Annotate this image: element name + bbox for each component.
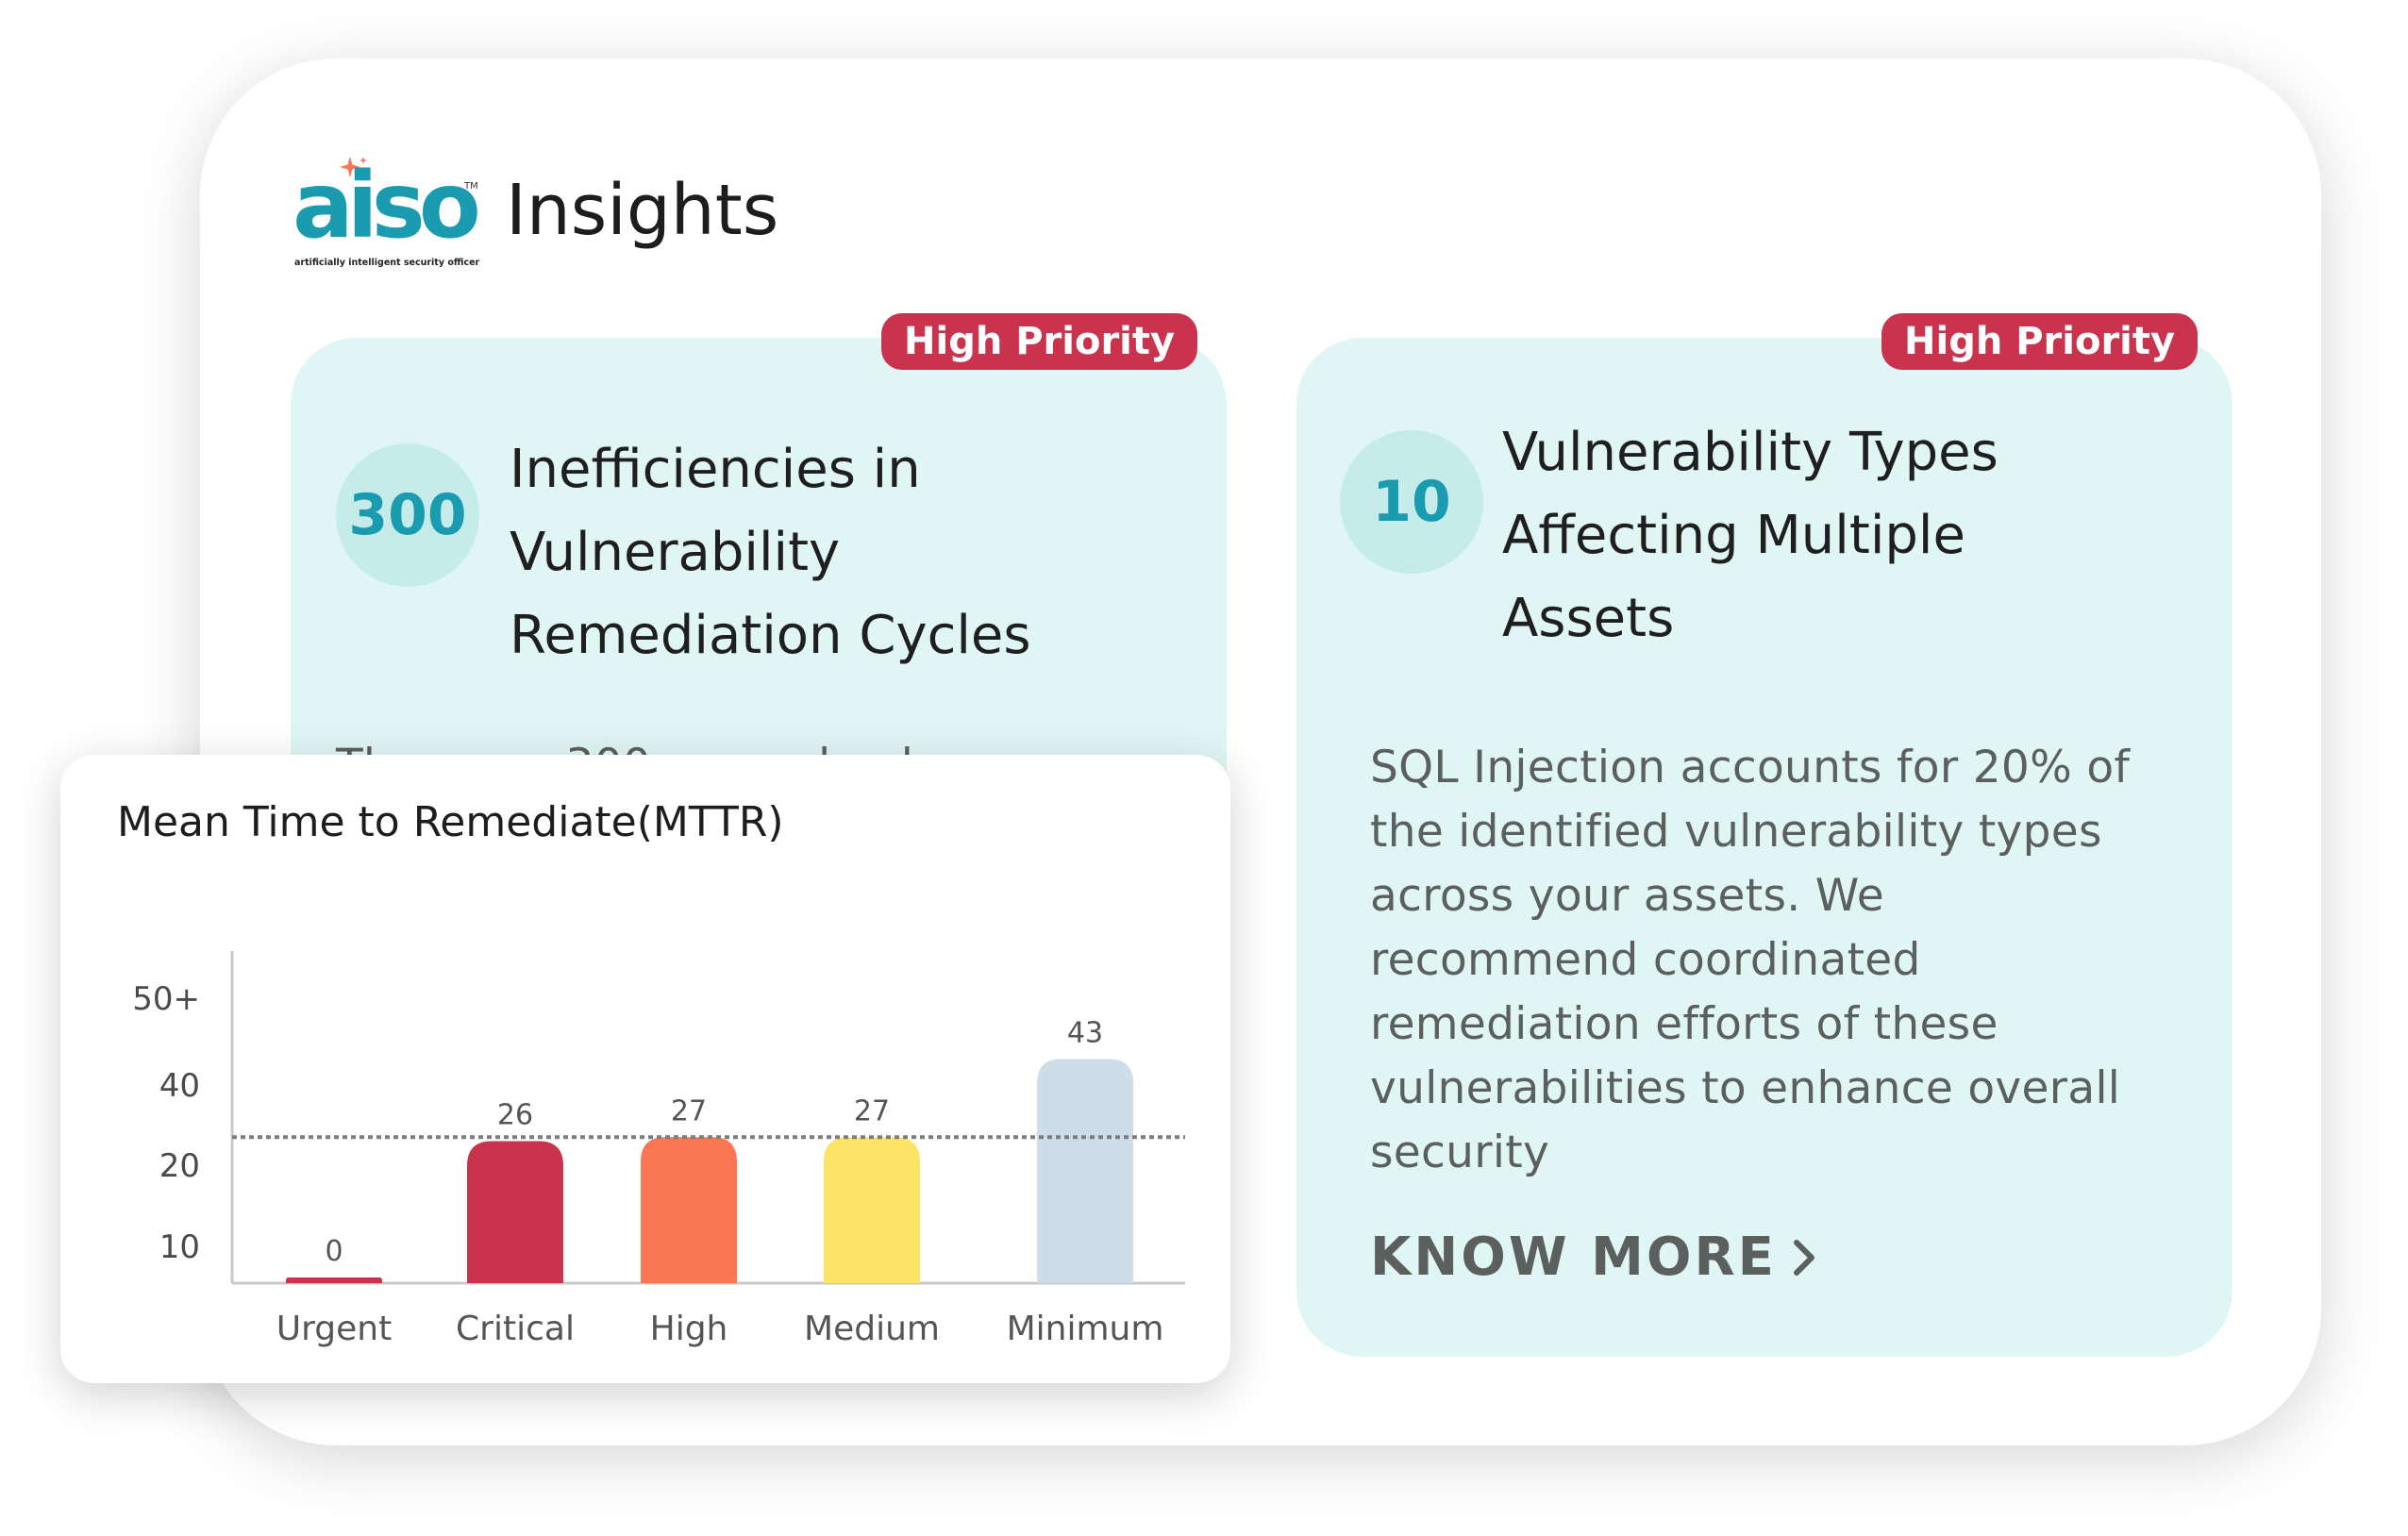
card-title-line: Assets [1502,588,1675,649]
data-label: 0 [325,1235,343,1268]
y-tick-label: 40 [159,1067,200,1105]
category-label: Minimum [1007,1310,1164,1348]
data-label: 27 [671,1094,707,1127]
y-tick-label: 20 [159,1147,200,1185]
logo-tagline: artificially intelligent security office… [294,258,480,268]
chart-bar [286,1277,382,1283]
description-line: SQL Injection accounts for 20% of [1370,742,2131,793]
logo-trademark: TM [464,181,478,192]
card-title: Inefficiencies in Vulnerability Remediat… [510,428,1031,677]
logo-wordmark: aiso [293,153,481,259]
page-title: Insights [506,170,779,251]
card-title-line: Inefficiencies in [510,439,921,500]
data-label: 26 [497,1099,533,1132]
y-tick-label: 10 [159,1228,200,1266]
data-label: 43 [1067,1016,1103,1049]
chart-bar [1037,1059,1133,1283]
card-title: Vulnerability Types Affecting Multiple A… [1502,411,1998,660]
description-line: remediation efforts of these [1370,998,1998,1050]
priority-badge: High Priority [881,313,1198,370]
count-badge: 300 [336,443,479,587]
card-title-line: Affecting Multiple [1502,505,1965,566]
chevron-right-icon [1793,1240,1814,1276]
card-description: SQL Injection accounts for 20% of the id… [1370,736,2130,1185]
know-more-link[interactable]: KNOW MORE [1370,1225,1818,1291]
chart-bar [824,1137,920,1283]
description-line: security [1370,1127,1550,1178]
category-label: Urgent [276,1310,392,1348]
count-badge: 10 [1340,430,1483,574]
description-line: the identified vulnerability types [1370,806,2102,858]
card-title-line: Vulnerability Types [1502,422,1998,483]
card-title-line: Remediation Cycles [510,605,1031,666]
y-tick-label: 50+ [132,980,200,1018]
card-title-line: Vulnerability [510,522,841,583]
category-label: Critical [456,1310,575,1348]
priority-badge: High Priority [1881,313,2199,370]
chart-title: Mean Time to Remediate(MTTR) [117,798,784,846]
description-line: vulnerabilities to enhance overall [1370,1062,2121,1114]
know-more-label: KNOW MORE [1370,1227,1777,1288]
data-label: 27 [854,1094,890,1127]
insight-card-vulnerability-types[interactable]: 10 Vulnerability Types Affecting Multipl… [1296,338,2232,1357]
category-label: Medium [804,1310,940,1348]
description-line: across your assets. We [1370,870,1884,922]
sparkle-icon [340,157,367,177]
description-line: recommend coordinated [1370,934,1921,986]
chart-bar [467,1141,563,1283]
category-label: High [650,1310,728,1348]
chart-bar [641,1137,737,1283]
aiso-logo: aiso TM artificially intelligent securit… [293,155,481,277]
